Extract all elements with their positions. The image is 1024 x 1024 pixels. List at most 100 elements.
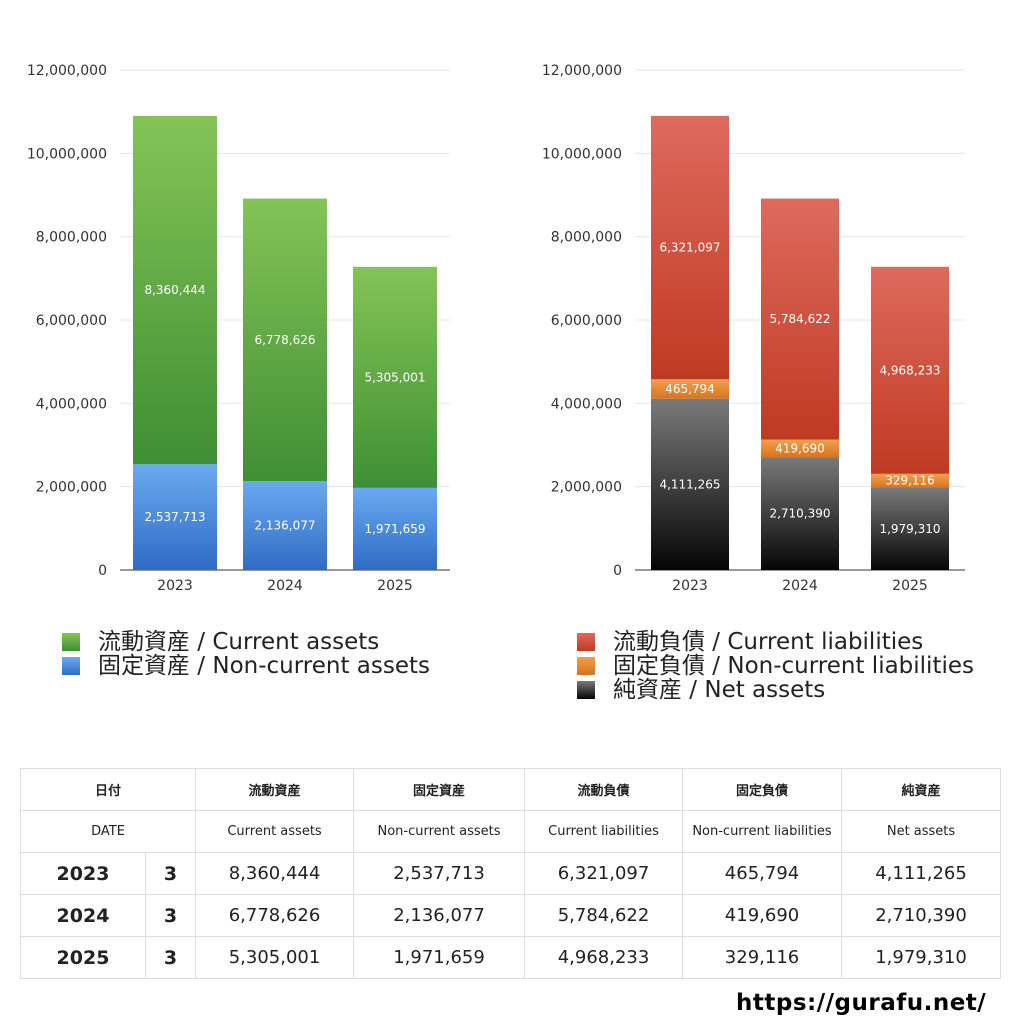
legend-item-current-assets: 流動資産 / Current assets [62,630,430,654]
legend-item-non-current-liabilities: 固定負債 / Non-current liabilities [577,654,974,678]
header-current-liabilities-en: Current liabilities [524,810,684,853]
cell-year: 2023 [20,852,146,895]
legend-swatch-blue [62,657,80,675]
x-tick-label: 2024 [267,578,303,594]
cell-current-assets: 5,305,001 [195,936,355,979]
data-label: 6,321,097 [659,241,720,255]
liabilities-chart: 0 2,000,000 4,000,000 6,000,000 8,000,000 10,… [542,63,965,594]
y-tick-label: 12,000,000 [542,63,622,79]
cell-net-assets: 2,710,390 [841,894,1002,937]
y-tick-label: 4,000,000 [36,396,107,412]
cell-current-liabilities: 6,321,097 [524,852,684,895]
bar-segment [761,457,839,570]
data-label: 2,136,077 [254,518,315,532]
y-tick-label: 8,000,000 [36,230,107,246]
data-table: 日付 流動資産 固定資産 流動負債 固定負債 純資産 DATE Current … [19,768,1002,979]
table-header-en: DATE Current assets Non-current assets C… [19,810,1002,853]
y-tick-label: 6,000,000 [551,313,622,329]
y-tick-label: 0 [98,563,107,579]
bar-segment [651,115,729,380]
bar-segment [871,266,949,474]
header-non-current-liabilities-jp: 固定負債 [682,768,843,811]
x-tick-label: 2023 [157,578,193,594]
cell-month: 3 [144,852,197,895]
cell-current-liabilities: 5,784,622 [524,894,684,937]
table-row: 2024 3 6,778,626 2,136,077 5,784,622 419… [20,894,1002,937]
bar-segment [761,439,839,458]
header-non-current-assets-jp: 固定資産 [353,768,526,811]
header-date-jp: 日付 [19,768,197,811]
cell-non-current-liabilities: 329,116 [682,936,843,979]
x-tick-label: 2024 [782,578,818,594]
legend-item-net-assets: 純資産 / Net assets [577,678,974,702]
bar-segment [133,115,217,465]
data-label: 4,968,233 [879,363,940,377]
data-label: 8,360,444 [144,283,205,297]
y-tick-label: 2,000,000 [551,480,622,496]
bar-segment [353,487,437,570]
legend-label: 純資産 / Net assets [613,677,826,703]
data-label: 1,971,659 [364,522,425,536]
bar-segment [871,473,949,488]
data-label: 1,979,310 [879,522,940,536]
y-tick-label: 8,000,000 [551,230,622,246]
liabilities-legend: 流動負債 / Current liabilities 固定負債 / Non-cu… [577,630,974,702]
cell-non-current-assets: 2,537,713 [353,852,526,895]
header-non-current-liabilities-en: Non-current liabilities [682,810,843,853]
legend-swatch-black [577,681,595,699]
cell-current-assets: 8,360,444 [195,852,355,895]
assets-chart: 0 2,000,000 4,000,000 6,000,000 8,000,000 10,… [27,63,450,594]
legend-label: 流動資産 / Current assets [98,629,380,655]
bar-segment [243,480,327,570]
header-non-current-assets-en: Non-current assets [353,810,526,853]
footer-url[interactable]: https://gurafu.net/ [736,990,987,1016]
legend-label: 固定負債 / Non-current liabilities [613,653,974,679]
cell-year: 2024 [20,894,146,937]
legend-label: 流動負債 / Current liabilities [613,629,924,655]
table-row: 2025 3 5,305,001 1,971,659 4,968,233 329… [20,936,1002,979]
bar-segment [761,198,839,440]
header-current-assets-jp: 流動資産 [195,768,355,811]
table-row: 2023 3 8,360,444 2,537,713 6,321,097 465… [20,852,1002,895]
legend-item-current-liabilities: 流動負債 / Current liabilities [577,630,974,654]
cell-current-assets: 6,778,626 [195,894,355,937]
header-current-assets-en: Current assets [195,810,355,853]
cell-year: 2025 [20,936,146,979]
data-label: 2,537,713 [144,510,205,524]
cell-current-liabilities: 4,968,233 [524,936,684,979]
charts-canvas: 0 2,000,000 4,000,000 6,000,000 8,000,000 10,… [27,63,965,594]
y-tick-label: 4,000,000 [551,396,622,412]
cell-non-current-liabilities: 419,690 [682,894,843,937]
data-label: 419,690 [775,441,825,455]
legend-swatch-red [577,633,595,651]
legend-swatch-green [62,633,80,651]
legend-swatch-orange [577,657,595,675]
cell-non-current-assets: 1,971,659 [353,936,526,979]
data-label: 329,116 [885,474,935,488]
assets-legend: 流動資産 / Current assets 固定資産 / Non-current… [62,630,430,678]
cell-non-current-assets: 2,136,077 [353,894,526,937]
cell-non-current-liabilities: 465,794 [682,852,843,895]
header-net-assets-jp: 純資産 [841,768,1002,811]
bar-segment [651,379,729,399]
data-label: 5,784,622 [769,312,830,326]
x-tick-label: 2023 [672,578,708,594]
y-tick-label: 12,000,000 [27,63,107,79]
bar-segment [133,464,217,570]
y-tick-label: 2,000,000 [36,480,107,496]
y-tick-label: 6,000,000 [36,313,107,329]
data-label: 2,710,390 [769,507,830,521]
header-date-en: DATE [19,810,197,853]
cell-net-assets: 4,111,265 [841,852,1002,895]
y-tick-label: 0 [613,563,622,579]
cell-month: 3 [144,894,197,937]
data-label: 465,794 [665,382,715,396]
x-tick-label: 2025 [377,578,413,594]
header-net-assets-en: Net assets [841,810,1002,853]
x-tick-label: 2025 [892,578,928,594]
data-label: 6,778,626 [254,333,315,347]
bar-segment [651,398,729,570]
bar-segment [243,198,327,481]
cell-net-assets: 1,979,310 [841,936,1002,979]
bar-segment [353,266,437,488]
